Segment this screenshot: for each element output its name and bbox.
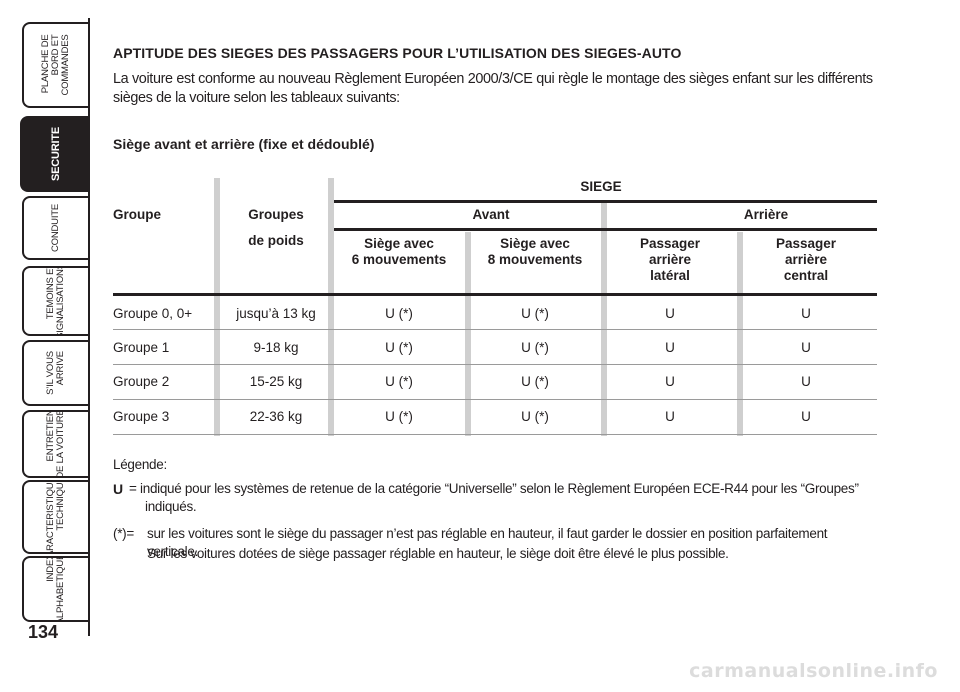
header-avant: Avant: [472, 207, 510, 222]
chapter-sidebar: PLANCHE DE BORD ET COMMANDES SECURITE CO…: [0, 0, 96, 692]
legend-star-text-2: Sur les voitures dotées de siège passage…: [147, 546, 729, 561]
header-bottom-rule: [113, 293, 877, 296]
tab-label: S’IL VOUS ARRIVE: [45, 351, 66, 395]
intro-paragraph: La voiture est conforme au nouveau Règle…: [113, 71, 873, 106]
cell-central: U: [801, 340, 811, 355]
cell-siege-8: U (*): [521, 340, 549, 355]
cell-poids: jusqu’à 13 kg: [236, 306, 316, 321]
tab-label: SECURITE: [50, 126, 62, 182]
cell-central: U: [801, 306, 811, 321]
cell-siege-6: U (*): [385, 340, 413, 355]
header-siege-6: Siège avec 6 mouvements: [351, 236, 447, 267]
page-number: 134: [28, 622, 59, 642]
legend-star-key: (*)=: [113, 526, 134, 541]
cell-lateral: U: [665, 374, 675, 389]
header-siege: SIEGE: [580, 179, 622, 194]
row-divider: [113, 434, 877, 435]
cell-groupe: Groupe 3: [113, 409, 170, 424]
tab-label: INDEX ALPHABETIQUE: [45, 556, 66, 622]
cell-siege-6: U (*): [385, 374, 413, 389]
cell-central: U: [801, 374, 811, 389]
cell-poids: 22-36 kg: [249, 409, 303, 424]
tab-label: CARACTERISTIQUES TECHNIQUES: [45, 480, 66, 554]
cell-siege-8: U (*): [521, 306, 549, 321]
column-separator: [328, 178, 334, 436]
row-divider: [113, 329, 877, 330]
cell-groupe: Groupe 1: [113, 340, 170, 355]
watermark: carmanualsonline.info: [689, 660, 938, 682]
cell-groupe: Groupe 2: [113, 374, 170, 389]
section-title: APTITUDE DES SIEGES DES PASSAGERS POUR L…: [113, 45, 682, 61]
tab-temoins[interactable]: TEMOINS ET SIGNALISATIONS: [22, 266, 88, 336]
tab-conduite[interactable]: CONDUITE: [22, 196, 88, 260]
column-separator: [214, 178, 220, 436]
header-rule: [334, 200, 877, 203]
header-rule: [334, 228, 877, 231]
tab-label: CONDUITE: [50, 203, 61, 253]
tab-label: TEMOINS ET SIGNALISATIONS: [45, 266, 66, 336]
tab-entretien[interactable]: ENTRETIEN DE LA VOITURE: [22, 410, 88, 478]
row-divider: [113, 364, 877, 365]
table-subtitle: Siège avant et arrière (fixe et dédoublé…: [113, 136, 375, 152]
cell-siege-6: U (*): [385, 306, 413, 321]
header-arriere: Arrière: [743, 207, 789, 222]
legend-u-definition: = indiqué pour les systèmes de retenue d…: [129, 481, 859, 514]
cell-siege-8: U (*): [521, 409, 549, 424]
tab-sil-vous-arrive[interactable]: S’IL VOUS ARRIVE: [22, 340, 88, 406]
cell-central: U: [801, 409, 811, 424]
legend-u-key: U: [113, 481, 123, 497]
tab-planche-de-bord[interactable]: PLANCHE DE BORD ET COMMANDES: [22, 22, 88, 108]
column-separator: [737, 232, 743, 436]
header-de-poids: de poids: [248, 233, 304, 248]
header-passager-lateral: Passager arrière latéral: [639, 236, 701, 283]
header-siege-8: Siège avec 8 mouvements: [487, 236, 583, 267]
cell-lateral: U: [665, 340, 675, 355]
header-passager-central: Passager arrière central: [775, 236, 837, 283]
cell-groupe: Groupe 0, 0+: [113, 306, 193, 321]
row-divider: [113, 399, 877, 400]
legend-title: Légende:: [113, 457, 167, 472]
cell-lateral: U: [665, 306, 675, 321]
header-groupe: Groupe: [113, 207, 162, 222]
cell-lateral: U: [665, 409, 675, 424]
cell-siege-8: U (*): [521, 374, 549, 389]
column-separator: [601, 200, 607, 436]
column-separator: [465, 232, 471, 436]
legend-star-text-1: sur les voitures sont le siège du passag…: [147, 526, 828, 559]
tab-securite[interactable]: SECURITE: [20, 116, 90, 192]
legend-u-text: = indiqué pour les systèmes de retenue d…: [129, 480, 879, 516]
tab-label: PLANCHE DE BORD ET COMMANDES: [40, 34, 71, 96]
cell-poids: 9-18 kg: [253, 340, 299, 355]
tab-caracteristiques[interactable]: CARACTERISTIQUES TECHNIQUES: [22, 480, 88, 554]
cell-siege-6: U (*): [385, 409, 413, 424]
sidebar-rule: [88, 18, 90, 636]
cell-poids: 15-25 kg: [249, 374, 303, 389]
tab-index[interactable]: INDEX ALPHABETIQUE: [22, 556, 88, 622]
tab-label: ENTRETIEN DE LA VOITURE: [45, 410, 66, 478]
header-groupes: Groupes: [248, 207, 304, 222]
